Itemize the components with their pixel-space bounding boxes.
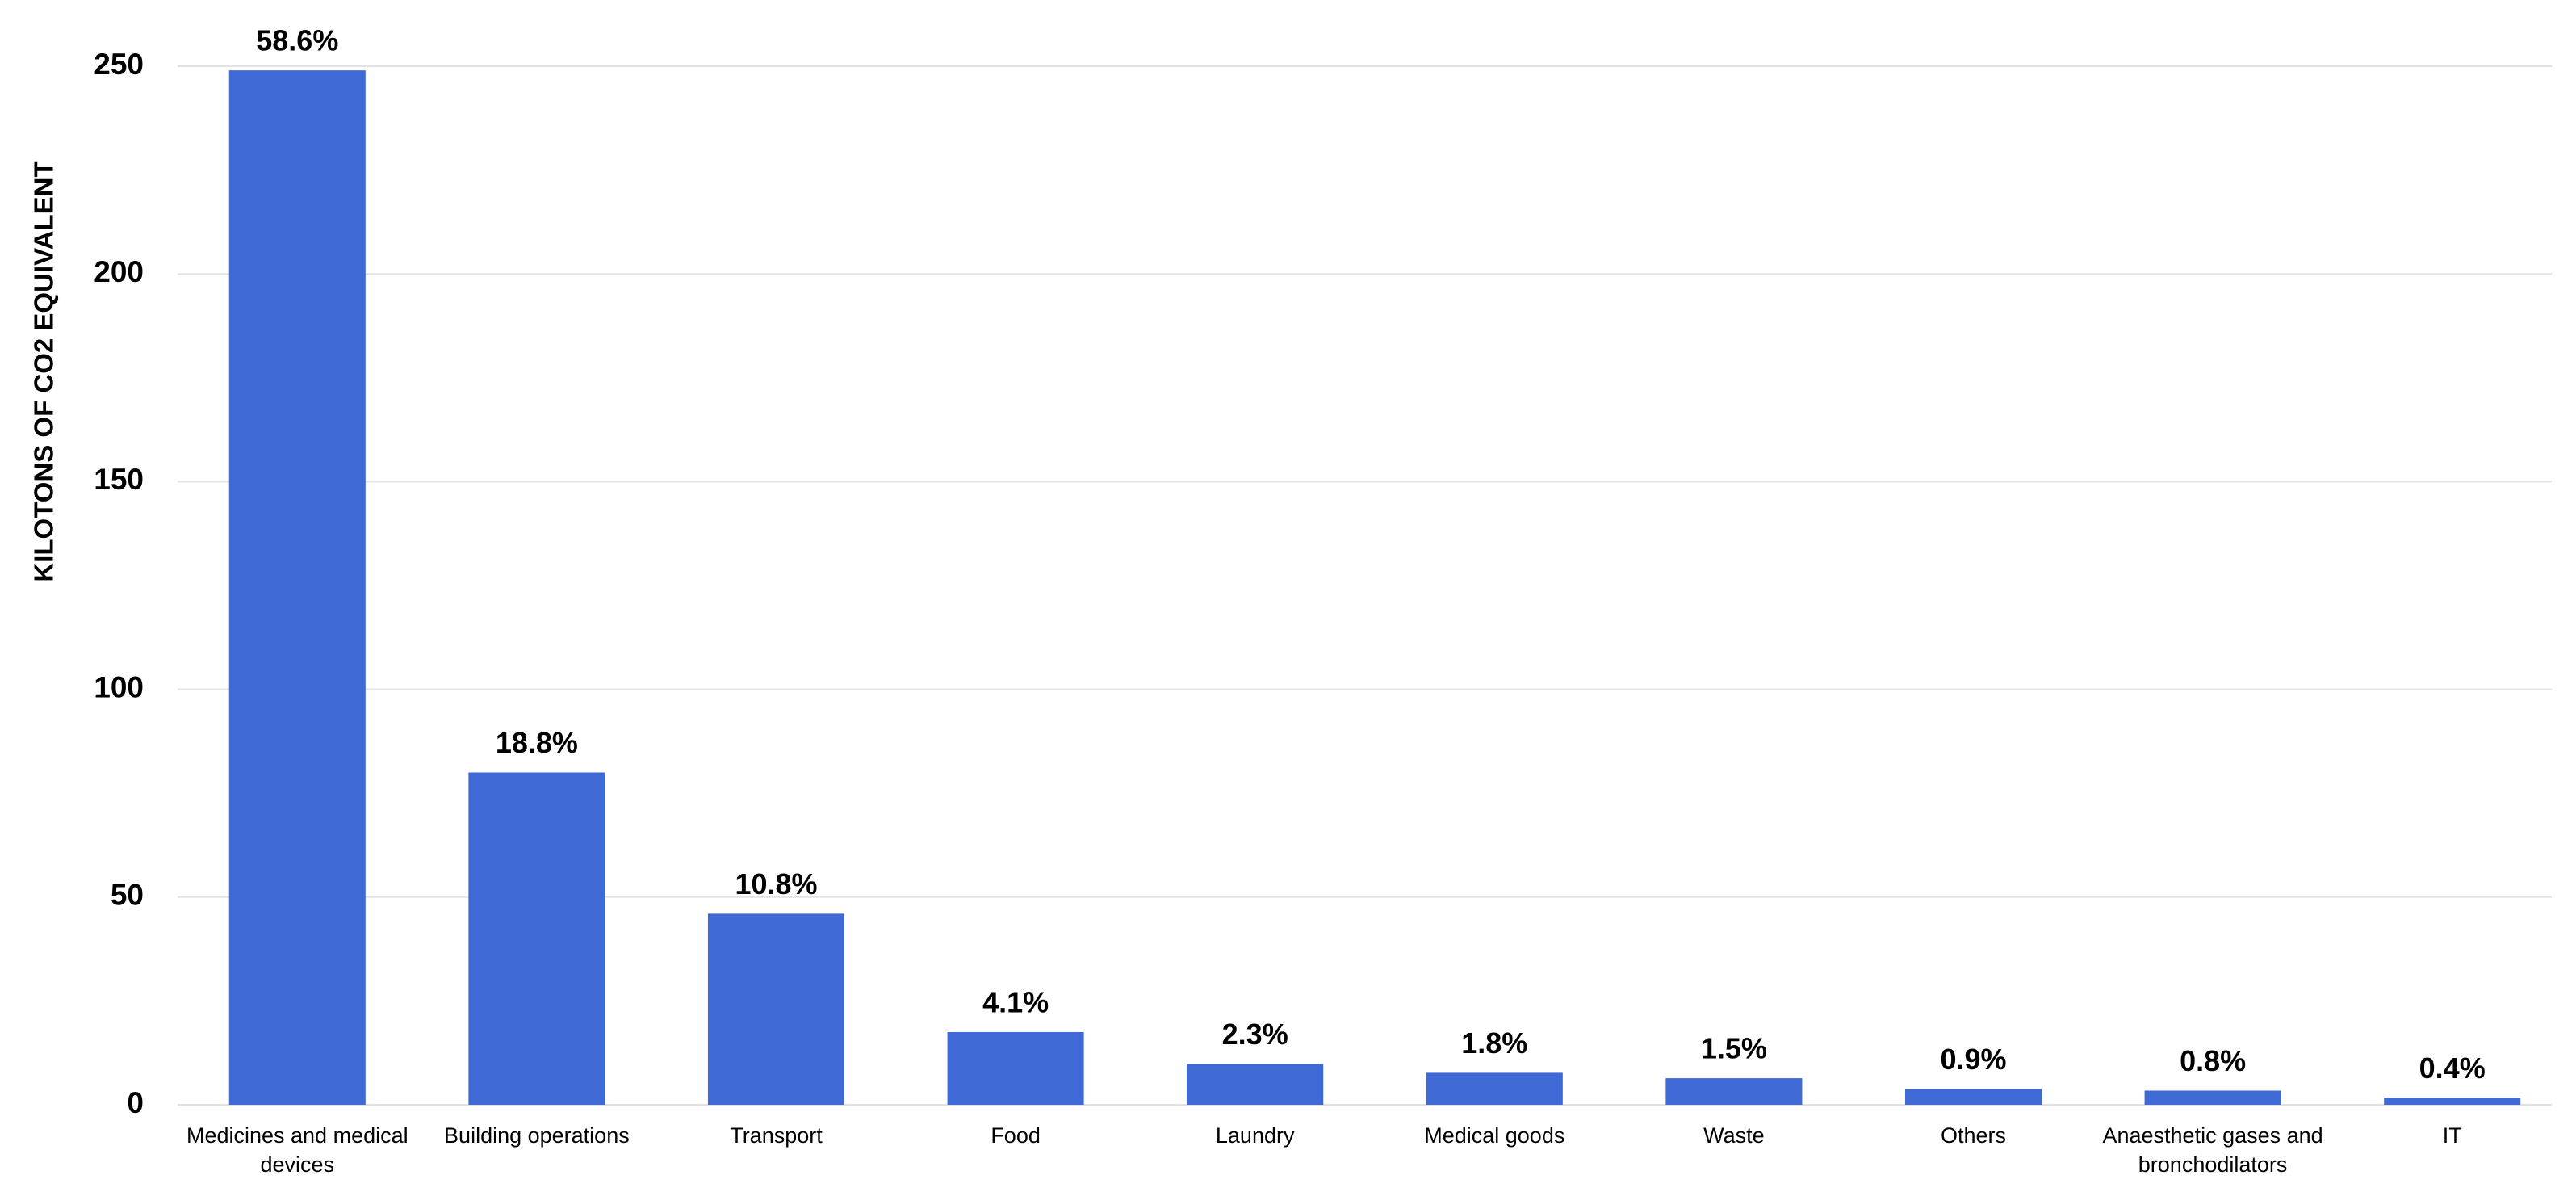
data-label: 0.8% [2180, 1044, 2246, 1077]
bar [468, 772, 605, 1105]
data-label: 1.5% [1701, 1032, 1767, 1065]
data-label: 0.4% [2419, 1051, 2486, 1085]
x-tick-label: Anaesthetic gases and bronchodilators [2102, 1123, 2323, 1177]
y-tick-label: 0 [127, 1086, 144, 1119]
x-tick-label: Transport [730, 1123, 823, 1148]
y-tick-label: 100 [94, 670, 144, 703]
data-label: 10.8% [735, 867, 817, 900]
data-label: 58.6% [256, 24, 338, 57]
y-tick-label: 250 [94, 48, 144, 81]
bar [2144, 1090, 2281, 1105]
bar [2384, 1098, 2521, 1105]
bar [228, 70, 366, 1105]
bar [707, 913, 845, 1105]
bar [1187, 1064, 1324, 1105]
y-tick-label: 200 [94, 255, 144, 288]
bar [1426, 1072, 1563, 1105]
data-label: 0.9% [1940, 1043, 2006, 1076]
x-tick-label: Medical goods [1424, 1123, 1565, 1148]
y-axis-title: KILOTONS OF CO2 EQUIVALENT [29, 161, 59, 581]
x-tick-label: Others [1940, 1123, 2006, 1148]
y-tick-label: 150 [94, 463, 144, 496]
data-label: 18.8% [496, 726, 578, 759]
x-tick-label: Building operations [444, 1123, 630, 1148]
data-label: 4.1% [982, 985, 1049, 1018]
x-tick-label: IT [2442, 1123, 2462, 1148]
bar [947, 1031, 1084, 1105]
bar [1904, 1089, 2042, 1105]
x-tick-label: Food [991, 1123, 1041, 1148]
x-tick-label: Medicines and medical devices [186, 1123, 408, 1177]
y-tick-label: 50 [111, 879, 144, 912]
data-label: 2.3% [1222, 1018, 1288, 1051]
x-tick-label: Laundry [1215, 1123, 1295, 1148]
x-tick-label: Waste [1703, 1123, 1765, 1148]
data-label: 1.8% [1461, 1026, 1527, 1060]
bar [1665, 1078, 1803, 1105]
